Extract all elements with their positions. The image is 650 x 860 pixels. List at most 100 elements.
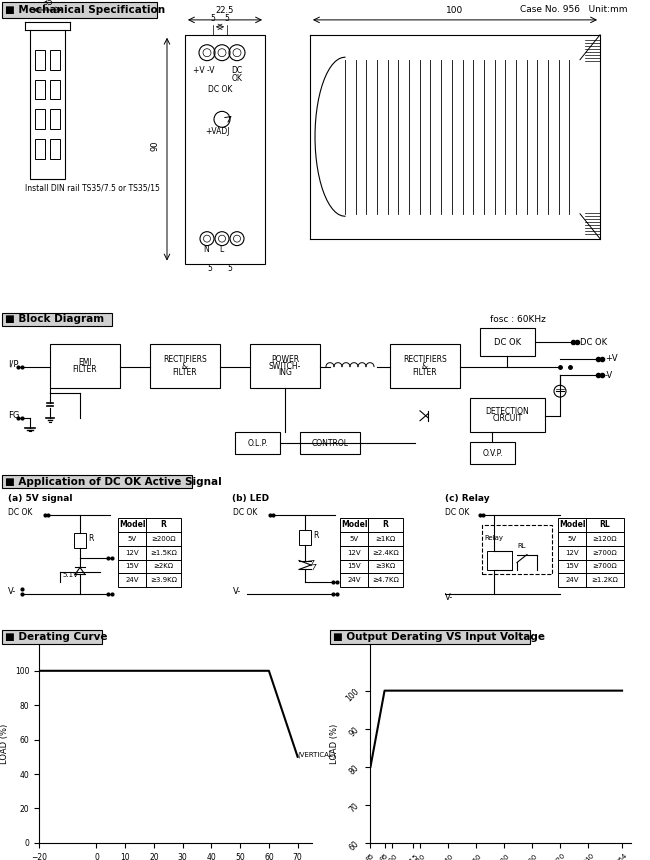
Bar [586, 518, 624, 531]
Text: RECTIFIERS: RECTIFIERS [163, 354, 207, 364]
Text: R: R [88, 533, 94, 543]
Text: R: R [161, 520, 166, 529]
Text: 100: 100 [447, 6, 463, 15]
Text: OK: OK [231, 74, 242, 83]
Bar [586, 574, 624, 587]
Text: DETECTION: DETECTION [486, 408, 529, 416]
Bar [50, 109, 60, 129]
Text: fosc : 60KHz: fosc : 60KHz [490, 315, 546, 324]
Bar [150, 344, 220, 388]
FancyBboxPatch shape [2, 2, 157, 18]
Text: CONTROL: CONTROL [311, 439, 348, 448]
Text: 15V: 15V [125, 563, 139, 569]
Bar [368, 560, 403, 574]
Bar [146, 518, 181, 531]
Bar [480, 329, 535, 356]
Text: L: L [219, 244, 223, 254]
Bar [558, 531, 586, 545]
Bar [50, 79, 60, 100]
Text: 24V: 24V [566, 577, 578, 583]
Bar [146, 560, 181, 574]
Bar [50, 139, 60, 159]
Text: Model: Model [341, 520, 367, 529]
Bar [340, 560, 368, 574]
Text: DC OK: DC OK [580, 337, 607, 347]
Text: (a) 5V signal: (a) 5V signal [8, 494, 73, 503]
Text: -V: -V [605, 371, 613, 380]
Text: RECTIFIERS: RECTIFIERS [403, 354, 447, 364]
Bar [35, 79, 45, 100]
Text: Case No. 956   Unit:mm: Case No. 956 Unit:mm [520, 5, 627, 15]
Text: ■ Application of DC OK Active Signal: ■ Application of DC OK Active Signal [5, 477, 222, 487]
Bar [50, 344, 120, 388]
Text: 5V: 5V [127, 536, 136, 542]
Text: ING: ING [278, 368, 292, 378]
Text: V-: V- [445, 593, 453, 602]
Bar [118, 531, 146, 545]
Text: +VADJ: +VADJ [205, 127, 229, 136]
Text: 5: 5 [227, 265, 233, 273]
Bar [300, 433, 360, 454]
Text: RL: RL [599, 520, 610, 529]
Bar [30, 30, 65, 179]
Bar [118, 545, 146, 560]
Bar [35, 109, 45, 129]
Text: R: R [313, 531, 318, 539]
Text: 5: 5 [211, 14, 215, 23]
Text: &: & [182, 361, 188, 371]
Text: FILTER: FILTER [413, 368, 437, 378]
Bar [558, 560, 586, 574]
Text: (c) Relay: (c) Relay [445, 494, 489, 503]
Text: ≥700Ω: ≥700Ω [593, 550, 618, 556]
Text: 12V: 12V [566, 550, 578, 556]
Text: ≥4.7KΩ: ≥4.7KΩ [372, 577, 399, 583]
Text: SWITCH-: SWITCH- [269, 361, 301, 371]
Bar [185, 34, 265, 263]
Text: Install DIN rail TS35/7.5 or TS35/15: Install DIN rail TS35/7.5 or TS35/15 [25, 184, 160, 193]
Text: DC: DC [231, 65, 242, 75]
Bar [146, 574, 181, 587]
Text: I/P: I/P [8, 359, 18, 369]
Bar [368, 531, 403, 545]
Bar [558, 545, 586, 560]
Bar [35, 50, 45, 70]
Bar [118, 574, 146, 587]
Bar [250, 344, 320, 388]
Text: POWER: POWER [271, 354, 299, 364]
Text: DC OK: DC OK [208, 85, 232, 95]
Text: R: R [383, 520, 389, 529]
Bar [482, 525, 552, 574]
Text: N: N [203, 244, 209, 254]
Text: DC OK: DC OK [233, 507, 257, 517]
Text: EMI: EMI [78, 358, 92, 367]
Text: CIRCUIT: CIRCUIT [493, 415, 523, 423]
Text: 24V: 24V [125, 577, 138, 583]
Text: Relay: Relay [484, 535, 503, 541]
Text: Model: Model [119, 520, 145, 529]
Text: ≥700Ω: ≥700Ω [593, 563, 618, 569]
Bar [340, 545, 368, 560]
Text: 90: 90 [151, 141, 159, 151]
Text: 5V: 5V [567, 536, 577, 542]
Text: 12V: 12V [125, 550, 139, 556]
Bar [35, 139, 45, 159]
Text: FG: FG [8, 411, 20, 420]
Text: ■ Block Diagram: ■ Block Diagram [5, 315, 104, 324]
Text: ≥3KΩ: ≥3KΩ [376, 563, 396, 569]
Bar [299, 530, 311, 544]
Bar [74, 532, 86, 548]
Text: ≥1.2KΩ: ≥1.2KΩ [592, 577, 618, 583]
Bar [470, 398, 545, 433]
Text: FILTER: FILTER [173, 368, 198, 378]
Text: (VERTICAL): (VERTICAL) [298, 752, 336, 759]
Bar [487, 550, 512, 570]
Text: ≥3.9KΩ: ≥3.9KΩ [150, 577, 177, 583]
Bar [368, 518, 403, 531]
Text: 22.5: 22.5 [216, 6, 234, 15]
Bar [235, 433, 280, 454]
Text: 5: 5 [207, 265, 213, 273]
Text: ≥1.5KΩ: ≥1.5KΩ [150, 550, 177, 556]
FancyBboxPatch shape [2, 475, 192, 488]
Bar [368, 574, 403, 587]
Y-axis label: LOAD (%): LOAD (%) [330, 724, 339, 764]
